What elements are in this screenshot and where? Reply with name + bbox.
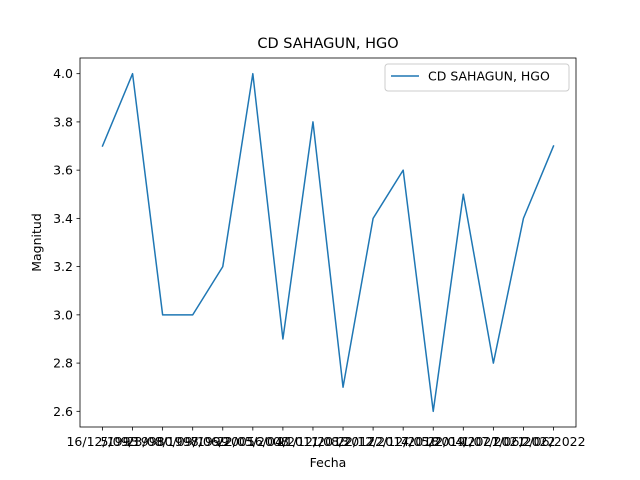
x-tick-label: 16/12/1993	[66, 434, 138, 449]
x-tick-label: 2/06/2022	[521, 434, 585, 449]
plot-frame	[79, 57, 577, 428]
legend-box	[384, 63, 570, 92]
y-tick-label: 3.6	[53, 163, 73, 178]
x-tick-label: 7/06/2022	[491, 434, 555, 449]
y-axis-ticks: 2.6 2.8 3.0 3.2 3.4 3.6 3.8 4.0	[53, 66, 80, 419]
y-tick-label: 2.8	[53, 356, 73, 371]
series-line	[101, 72, 555, 413]
x-tick-label: 30/09/1999	[157, 434, 229, 449]
x-axis-label: Fecha	[310, 455, 347, 470]
x-tick-label: 4/05/2019	[401, 434, 465, 449]
y-axis-label: Magnitud	[29, 213, 44, 272]
x-tick-label: 21/12/2013	[277, 434, 349, 449]
x-tick-label: 1/08/2017	[311, 434, 375, 449]
legend: CD SAHAGUN, HGO	[384, 63, 570, 92]
chart-title: CD SAHAGUN, HGO	[257, 36, 398, 52]
y-tick-label: 3.2	[53, 259, 73, 274]
x-tick-label: 23/08/1998	[127, 434, 199, 449]
y-tick-label: 2.6	[53, 404, 73, 419]
y-tick-label: 3.8	[53, 114, 73, 129]
x-axis-ticks: 16/12/19935/09/199823/08/199830/09/19997…	[66, 427, 586, 449]
x-tick-label: 16/04/2011	[247, 434, 319, 449]
x-tick-label: 22/12/2018	[367, 434, 439, 449]
x-tick-label: 22/05/2008	[217, 434, 289, 449]
y-tick-label: 3.0	[53, 307, 73, 322]
x-tick-label: 22/12/2017	[337, 434, 409, 449]
y-tick-label: 4.0	[53, 66, 73, 81]
x-tick-label: 7/06/2005	[191, 434, 255, 449]
y-tick-label: 3.4	[53, 211, 73, 226]
x-tick-label: 1/07/2021	[461, 434, 525, 449]
legend-label: CD SAHAGUN, HGO	[428, 69, 550, 84]
x-tick-label: 5/09/1998	[101, 434, 165, 449]
x-tick-label: 22/04/2021	[427, 434, 499, 449]
